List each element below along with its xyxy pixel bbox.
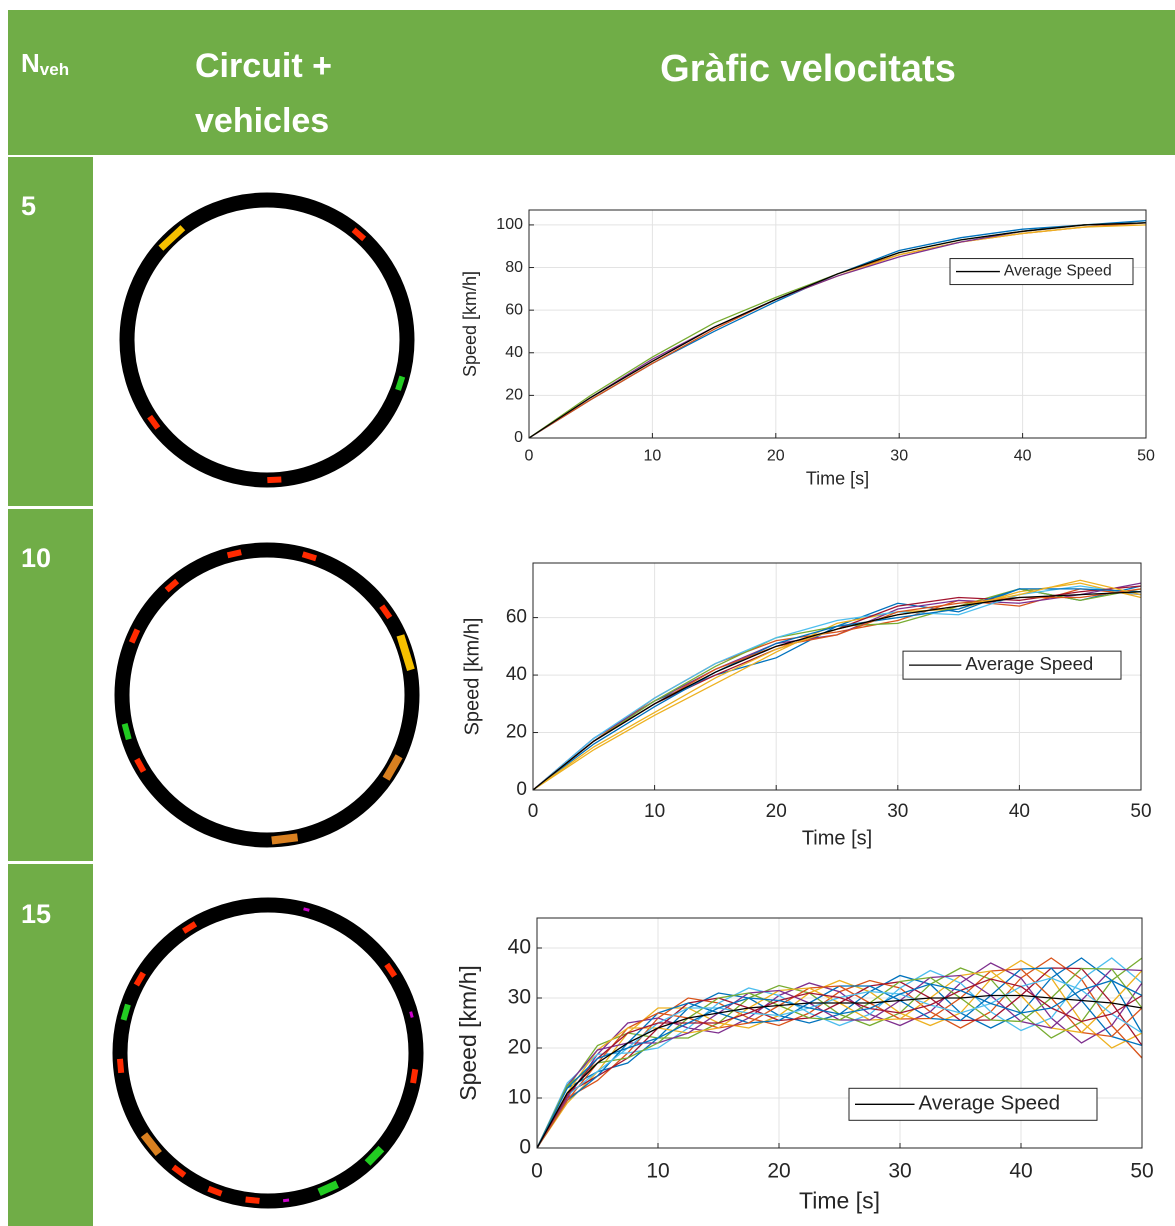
y-tick-label: 40 <box>508 936 531 959</box>
y-tick-label: 20 <box>505 387 523 404</box>
page: Nveh Circuit + vehicles Gràfic velocitat… <box>0 0 1175 1226</box>
y-tick-label: 40 <box>505 344 523 361</box>
legend-label: Average Speed <box>965 653 1093 674</box>
legend-label: Average Speed <box>1004 263 1112 280</box>
header-chart: Gràfic velocitats <box>660 48 956 90</box>
x-tick-label: 0 <box>531 1160 543 1183</box>
x-tick-label: 50 <box>1137 448 1155 465</box>
legend-label: Average Speed <box>919 1092 1061 1115</box>
vehicle <box>117 1059 124 1073</box>
x-tick-label: 40 <box>1014 448 1032 465</box>
y-axis-label: Speed [km/h] <box>460 271 480 377</box>
row-label: 5 <box>21 191 36 221</box>
y-tick-label: 0 <box>516 779 527 800</box>
circuit <box>127 200 407 483</box>
y-tick-label: 100 <box>496 216 523 233</box>
x-tick-label: 40 <box>1009 801 1030 822</box>
y-tick-label: 0 <box>514 429 523 446</box>
track <box>122 550 412 840</box>
y-tick-label: 20 <box>506 722 527 743</box>
y-tick-label: 20 <box>508 1036 531 1059</box>
y-axis-label: Speed [km/h] <box>461 618 483 736</box>
x-tick-label: 20 <box>767 448 785 465</box>
row-label: 10 <box>21 543 51 573</box>
vehicle <box>267 476 281 483</box>
x-tick-label: 30 <box>887 801 908 822</box>
y-tick-label: 60 <box>505 301 523 318</box>
x-tick-label: 0 <box>528 801 539 822</box>
header-circuit: Circuit + <box>195 47 332 85</box>
x-axis-label: Time [s] <box>799 1188 880 1214</box>
x-tick-label: 50 <box>1130 1160 1153 1183</box>
y-tick-label: 40 <box>506 664 527 685</box>
x-tick-label: 30 <box>888 1160 911 1183</box>
y-tick-label: 10 <box>508 1086 531 1109</box>
y-tick-label: 80 <box>505 259 523 276</box>
x-tick-label: 20 <box>766 801 787 822</box>
header-n-main: N <box>21 48 40 78</box>
x-tick-label: 50 <box>1130 801 1151 822</box>
x-tick-label: 20 <box>767 1160 790 1183</box>
y-axis-label: Speed [km/h] <box>455 965 481 1101</box>
y-tick-label: 60 <box>506 607 527 628</box>
circuit <box>122 549 415 844</box>
row-label: 15 <box>21 899 51 929</box>
x-tick-label: 10 <box>644 801 665 822</box>
x-tick-label: 10 <box>644 448 662 465</box>
y-tick-label: 30 <box>508 986 531 1009</box>
header-row <box>8 10 1175 155</box>
x-tick-label: 10 <box>646 1160 669 1183</box>
header-n-sub: veh <box>40 60 69 79</box>
y-tick-label: 0 <box>519 1136 531 1159</box>
header-circuit: vehicles <box>195 102 329 140</box>
x-tick-label: 40 <box>1009 1160 1032 1183</box>
circuit <box>117 905 418 1204</box>
x-axis-label: Time [s] <box>806 468 869 488</box>
x-axis-label: Time [s] <box>802 828 872 850</box>
plot-area <box>529 210 1146 438</box>
x-tick-label: 0 <box>525 448 534 465</box>
x-tick-label: 30 <box>890 448 908 465</box>
